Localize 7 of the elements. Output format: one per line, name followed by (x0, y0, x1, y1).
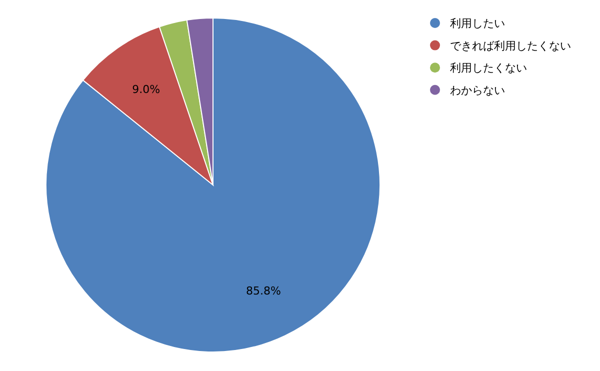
legend-label: 利用したくない (450, 62, 527, 75)
data-label: 85.8% (246, 284, 281, 298)
legend-label: できれば利用したくない (450, 39, 571, 52)
pie-slice (46, 18, 380, 352)
legend-label: わからない (450, 84, 505, 97)
legend-label: 利用したい (450, 17, 505, 30)
data-label: 9.0% (132, 83, 160, 96)
